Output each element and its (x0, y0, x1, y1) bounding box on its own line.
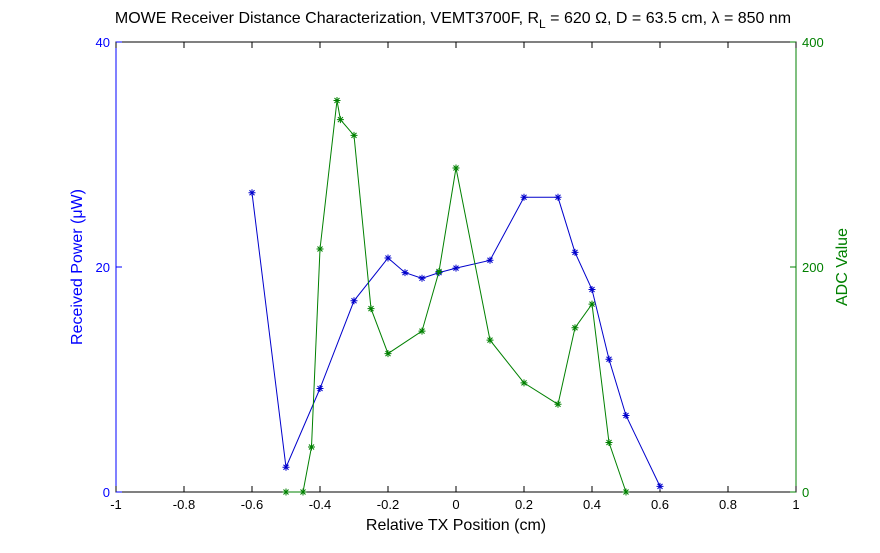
data-point (435, 268, 443, 275)
data-point (418, 327, 426, 335)
data-point (520, 193, 528, 201)
x-axis-title: Relative TX Position (cm) (366, 517, 546, 534)
x-tick-label: -0.2 (377, 497, 399, 512)
data-point (282, 463, 290, 471)
x-tick-label: 0.8 (719, 497, 737, 512)
chart-title: MOWE Receiver Distance Characterization,… (115, 10, 791, 31)
data-point (418, 274, 426, 282)
right-axis-title: ADC Value (834, 228, 851, 306)
x-tick-label: -0.4 (309, 497, 331, 512)
data-point (350, 131, 358, 139)
right-tick-label: 0 (802, 485, 809, 500)
chart-title-rest: = 620 Ω, D = 63.5 cm, λ = 850 nm (546, 10, 791, 27)
data-point (622, 412, 630, 419)
x-tick-label: 0 (452, 497, 459, 512)
data-point (571, 324, 579, 332)
adc-value-series (282, 97, 630, 496)
x-tick-label: -0.6 (241, 497, 263, 512)
data-point (248, 189, 256, 197)
left-tick-label: 40 (96, 35, 110, 50)
right-tick-label: 400 (802, 35, 824, 50)
data-point (554, 400, 562, 408)
x-tick-label: 0.2 (515, 497, 533, 512)
data-point (333, 97, 341, 104)
data-point (452, 164, 460, 172)
data-point (605, 439, 613, 446)
data-point (554, 193, 562, 201)
data-point (656, 482, 664, 490)
right-axis-ticks: 0 200 400 (790, 35, 824, 500)
data-point (367, 305, 375, 313)
x-axis-ticks: -1 -0.8 -0.6 -0.4 -0.2 0 0.2 0.4 0.6 0.8 1 (110, 42, 800, 512)
data-point (605, 355, 613, 363)
left-axis-title: Received Power (μW) (69, 189, 86, 345)
chart-title-subscript: L (539, 17, 546, 31)
data-point (571, 248, 579, 256)
x-tick-label: -1 (110, 497, 122, 512)
data-point (486, 336, 494, 344)
data-point (486, 256, 494, 264)
data-point (308, 443, 315, 451)
data-point (384, 254, 392, 262)
data-point (588, 286, 596, 293)
chart-title-main: MOWE Receiver Distance Characterization,… (115, 10, 539, 27)
x-tick-label: -0.8 (173, 497, 195, 512)
data-point (588, 300, 596, 308)
data-point (520, 379, 528, 387)
data-point (401, 269, 409, 277)
right-tick-label: 200 (802, 260, 824, 275)
x-tick-label: 0.4 (583, 497, 601, 512)
data-point (282, 488, 290, 496)
data-point (350, 297, 358, 305)
data-point (452, 264, 460, 272)
data-point (384, 350, 392, 358)
left-tick-label: 0 (103, 485, 110, 500)
data-point (336, 116, 344, 124)
left-axis-ticks: 0 20 40 (96, 35, 122, 500)
data-point (316, 245, 324, 253)
x-tick-label: 1 (792, 497, 799, 512)
left-tick-label: 20 (96, 260, 110, 275)
data-point (316, 385, 324, 392)
series-layer (248, 97, 664, 496)
data-point (299, 488, 307, 496)
received-power-series (248, 189, 664, 490)
data-point (622, 488, 630, 496)
x-tick-label: 0.6 (651, 497, 669, 512)
